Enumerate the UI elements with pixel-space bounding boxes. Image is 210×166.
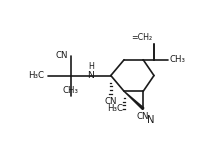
Text: N: N xyxy=(147,115,154,125)
Text: CN: CN xyxy=(137,112,150,121)
Text: =CH₂: =CH₂ xyxy=(131,33,152,42)
Text: H: H xyxy=(88,62,94,71)
Text: H₃C: H₃C xyxy=(107,104,123,113)
Text: CH₃: CH₃ xyxy=(63,86,79,95)
Text: N: N xyxy=(87,71,94,80)
Text: H₃C: H₃C xyxy=(28,71,44,80)
Text: CH₃: CH₃ xyxy=(170,55,186,64)
Text: CN: CN xyxy=(55,51,68,60)
Polygon shape xyxy=(124,91,144,109)
Text: CN: CN xyxy=(105,97,117,106)
